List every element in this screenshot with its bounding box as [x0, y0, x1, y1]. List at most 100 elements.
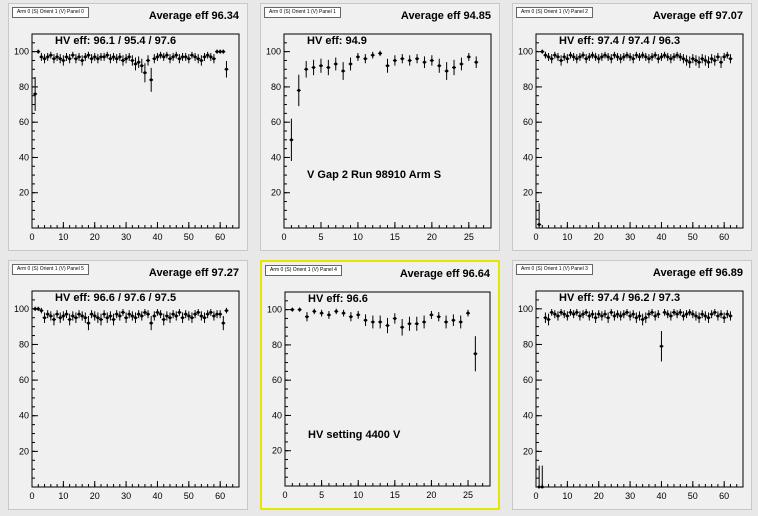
data-point — [319, 309, 324, 317]
data-point — [39, 307, 44, 314]
panel-plot: 20 40 60 80 100 0 5 10 15 20 25 HV eff: 94.9 V Gap 2… — [266, 33, 492, 242]
panel-5-pad[interactable]: Arm 0 (S) Orient 1 (V) Panel 5 Average e… — [8, 260, 248, 510]
panel-plot: 20 40 60 80 100 0 10 20 30 40 50 60 HV eff: 96.1 / 9… — [14, 33, 240, 242]
data-point — [656, 310, 661, 319]
data-point — [158, 51, 163, 59]
data-point — [728, 54, 733, 64]
data-point — [199, 55, 204, 66]
data-point — [581, 310, 586, 319]
panel-5-tag: Arm 0 (S) Orient 1 (V) Panel 5 — [12, 264, 89, 275]
data-point — [546, 313, 551, 326]
panel-2-pad[interactable]: Arm 0 (S) Orient 1 (V) Panel 2 Average e… — [512, 3, 752, 251]
annotation-text: HV eff: 96.6 / 97.6 / 97.5 — [55, 292, 176, 304]
data-point — [653, 311, 658, 321]
data-point — [92, 311, 97, 321]
data-point — [606, 52, 611, 61]
data-point — [142, 63, 147, 83]
data-point — [385, 58, 390, 73]
data-point — [105, 51, 110, 59]
data-point — [105, 312, 110, 323]
data-point — [186, 311, 191, 321]
data-point — [80, 311, 85, 321]
y-tick-label: 100 — [518, 47, 533, 57]
x-tick-label: 40 — [656, 232, 666, 242]
y-tick-label: 40 — [19, 411, 29, 421]
data-point — [177, 308, 182, 316]
y-tick-label: 100 — [518, 304, 533, 314]
panel-3-pad[interactable]: Arm 0 (S) Orient 1 (V) Panel 3 Average e… — [512, 260, 752, 510]
data-point — [584, 54, 589, 64]
data-point — [400, 54, 405, 64]
data-point — [296, 74, 301, 107]
data-point — [459, 57, 464, 71]
data-point — [568, 51, 573, 59]
data-point — [624, 308, 629, 316]
data-point — [684, 55, 689, 66]
data-point — [693, 55, 698, 66]
y-tick-label: 40 — [272, 410, 282, 420]
data-point — [668, 311, 673, 321]
data-point — [675, 310, 680, 319]
data-point — [728, 311, 733, 321]
data-point — [637, 52, 642, 61]
data-point — [120, 55, 125, 66]
data-point — [725, 310, 730, 319]
data-point — [415, 54, 420, 64]
panel-4-pad[interactable]: Arm 0 (S) Orient 1 (V) Panel 4 Average e… — [260, 260, 500, 510]
panel-1-pad[interactable]: Arm 0 (S) Orient 1 (V) Panel 1 Average e… — [260, 3, 500, 251]
x-tick-label: 60 — [719, 232, 729, 242]
data-point — [183, 52, 188, 61]
data-point — [51, 54, 56, 64]
data-point — [697, 312, 702, 323]
data-point — [640, 313, 645, 326]
data-point — [700, 310, 705, 319]
data-point — [643, 312, 648, 323]
x-tick-label: 10 — [562, 232, 572, 242]
x-tick-label: 5 — [318, 232, 323, 242]
data-point — [193, 310, 198, 319]
data-point — [205, 51, 210, 59]
data-point — [650, 308, 655, 316]
data-point — [725, 51, 730, 59]
data-point — [612, 51, 617, 59]
data-point — [719, 56, 724, 69]
data-point — [139, 58, 144, 73]
data-point — [42, 312, 47, 323]
x-tick-label: 0 — [533, 491, 538, 501]
annotation-text: HV eff: 96.1 / 95.4 / 97.6 — [55, 35, 176, 47]
data-point — [618, 54, 623, 64]
data-point — [58, 54, 63, 64]
data-point — [612, 311, 617, 321]
data-point — [318, 58, 323, 73]
data-point — [621, 52, 626, 61]
panel-0-pad[interactable]: Arm 0 (S) Orient 1 (V) Panel 0 Average e… — [8, 3, 248, 251]
data-point — [168, 54, 172, 64]
data-point — [422, 315, 427, 329]
data-point — [289, 118, 294, 161]
data-point — [64, 310, 69, 319]
x-tick-label: 20 — [594, 232, 604, 242]
data-point — [108, 54, 113, 64]
data-point — [70, 51, 75, 59]
data-point — [67, 54, 72, 64]
data-point — [574, 308, 579, 316]
data-point — [221, 315, 226, 331]
data-point — [224, 307, 229, 314]
data-point — [149, 315, 154, 331]
data-point — [422, 56, 427, 69]
data-point — [326, 310, 331, 319]
data-point — [656, 54, 661, 64]
x-tick-label: 25 — [463, 490, 473, 500]
data-point — [155, 52, 160, 61]
panel-0-tag: Arm 0 (S) Orient 1 (V) Panel 0 — [12, 7, 89, 18]
data-point — [392, 313, 397, 324]
x-tick-label: 15 — [390, 490, 400, 500]
data-point — [130, 311, 135, 321]
data-point — [703, 311, 708, 321]
x-tick-label: 0 — [282, 490, 287, 500]
data-point — [117, 311, 122, 321]
data-point — [136, 56, 141, 69]
data-point — [634, 51, 639, 59]
data-point — [341, 62, 346, 80]
data-point — [543, 51, 548, 59]
